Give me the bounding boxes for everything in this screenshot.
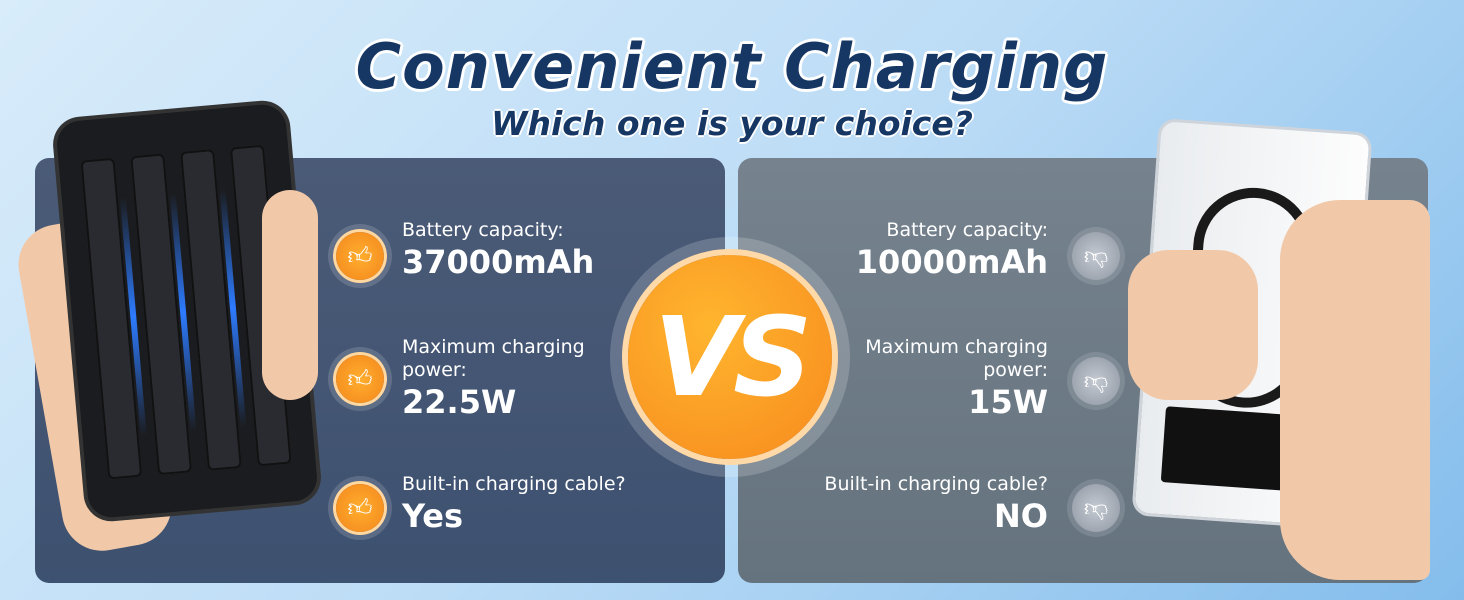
thumbs-up-icon: 👍︎ [336, 355, 384, 403]
spec-value: 37000mAh [402, 243, 595, 281]
right-spec-capacity: Battery capacity: 10000mAh [788, 219, 1048, 282]
spec-value: Yes [402, 497, 463, 535]
spec-value: NO [994, 497, 1048, 535]
headline: Convenient Charging [355, 30, 1109, 103]
left-spec-capacity: Battery capacity: 37000mAh [402, 219, 594, 282]
thumbs-down-icon: 👎︎ [1072, 232, 1120, 280]
thumbs-down-icon: 👎︎ [1072, 484, 1120, 532]
thumbs-up-icon: 👍︎ [336, 232, 384, 280]
right-spec-cable: Built-in charging cable? NO [788, 473, 1048, 536]
left-fingers-image [262, 190, 318, 400]
spec-label: Battery capacity: [402, 219, 564, 241]
vs-badge: VS [628, 255, 832, 459]
spec-label: Maximum charging power: [865, 336, 1048, 381]
spec-value: 22.5W [402, 383, 517, 421]
right-palm-image [1280, 200, 1430, 580]
left-spec-cable: Built-in charging cable? Yes [402, 473, 626, 536]
spec-label: Battery capacity: [886, 219, 1048, 241]
subheadline: Which one is your choice? [491, 104, 973, 143]
right-hand-image [1128, 250, 1258, 400]
spec-value: 15W [968, 383, 1048, 421]
right-spec-power: Maximum charging power: 15W [858, 336, 1048, 422]
spec-label: Built-in charging cable? [402, 473, 626, 495]
spec-label: Maximum charging power: [402, 336, 585, 381]
thumbs-up-icon: 👍︎ [336, 484, 384, 532]
left-spec-power: Maximum charging power: 22.5W [402, 336, 592, 422]
spec-label: Built-in charging cable? [824, 473, 1048, 495]
spec-value: 10000mAh [855, 243, 1048, 281]
thumbs-down-icon: 👎︎ [1072, 357, 1120, 405]
